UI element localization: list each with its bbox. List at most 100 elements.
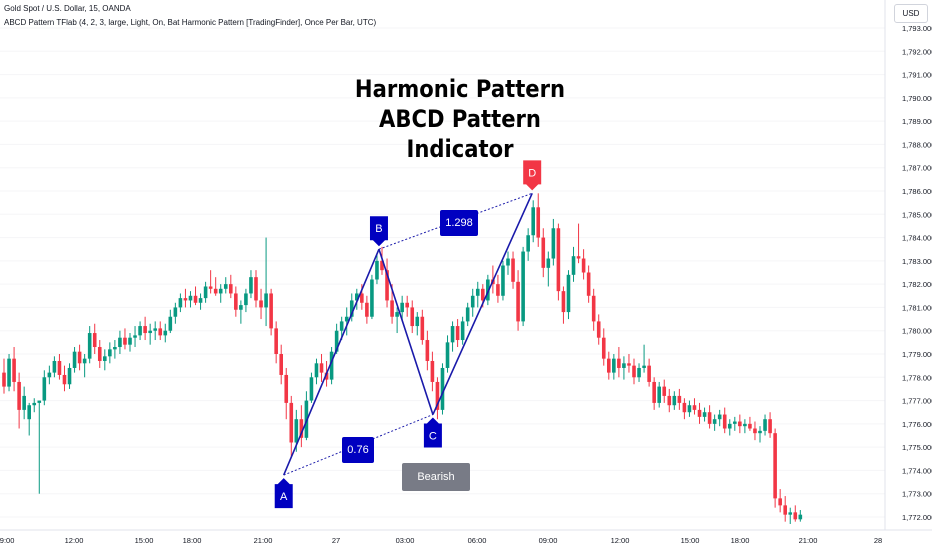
candle <box>52 356 57 378</box>
candle <box>450 321 455 352</box>
candle <box>470 288 475 317</box>
candle <box>47 365 52 385</box>
candle <box>647 358 651 387</box>
price-tick-label: 1,790.000 <box>902 94 932 103</box>
time-tick-label: 28 <box>874 536 882 545</box>
candle <box>607 351 611 380</box>
price-tick-label: 1,773.000 <box>902 490 932 499</box>
candle <box>309 372 314 403</box>
candle <box>274 321 278 364</box>
candle <box>601 328 606 366</box>
candle <box>541 228 546 278</box>
svg-text:D: D <box>528 167 536 179</box>
candle <box>591 288 596 331</box>
candle <box>193 286 198 306</box>
price-tick-label: 1,792.000 <box>902 47 932 56</box>
candle <box>435 377 440 420</box>
candle <box>123 328 127 350</box>
candle <box>501 260 505 301</box>
candle <box>385 258 389 308</box>
candle <box>213 277 218 296</box>
price-tick-label: 1,782.000 <box>902 280 932 289</box>
candle <box>687 400 692 417</box>
candle <box>496 274 500 303</box>
candle <box>798 510 803 522</box>
candle <box>793 505 798 522</box>
candle <box>249 270 253 299</box>
candle <box>415 312 420 336</box>
candle <box>622 356 626 380</box>
candle <box>97 340 102 368</box>
candle <box>405 295 409 317</box>
candle <box>546 251 551 287</box>
candle <box>576 223 581 264</box>
candle <box>143 316 147 341</box>
pattern-point-c: C <box>423 417 442 448</box>
candle <box>516 270 520 331</box>
candle <box>637 363 641 382</box>
candle <box>138 321 142 341</box>
price-tick-label: 1,784.000 <box>902 234 932 243</box>
candle <box>108 342 112 364</box>
candle <box>375 253 379 285</box>
candle <box>727 419 732 436</box>
candle <box>697 402 702 424</box>
candle <box>652 377 656 410</box>
time-tick-label: 06:00 <box>468 536 487 545</box>
candle <box>304 391 309 441</box>
symbol-title: Gold Spot / U.S. Dollar, 15, OANDA <box>4 4 131 13</box>
pattern-point-d: D <box>523 160 542 191</box>
candle <box>571 246 576 282</box>
candle <box>581 249 586 280</box>
candle <box>218 284 223 303</box>
pattern-point-b: B <box>369 216 388 247</box>
price-tick-label: 1,777.000 <box>902 397 932 406</box>
candle <box>445 335 450 373</box>
candle <box>188 291 193 308</box>
candle <box>511 251 515 289</box>
candle <box>430 351 435 392</box>
candle <box>259 288 263 320</box>
candle <box>692 398 697 415</box>
candle <box>37 400 42 494</box>
indicator-legend[interactable]: ABCD Pattern TFlab (4, 2, 3, large, Ligh… <box>4 18 377 27</box>
candle <box>612 354 616 380</box>
candle <box>42 370 47 406</box>
candle <box>722 407 727 434</box>
candle <box>72 347 77 373</box>
candle <box>702 407 707 422</box>
candle <box>440 363 445 415</box>
candle <box>783 496 787 522</box>
candle <box>486 274 490 306</box>
candle <box>87 326 92 364</box>
ratio-label-ac: 0.76 <box>342 437 374 463</box>
price-tick-label: 1,779.000 <box>902 350 932 359</box>
candle <box>561 286 566 324</box>
candle <box>420 309 425 345</box>
candle <box>758 426 762 443</box>
candle <box>254 270 258 308</box>
candle <box>158 321 163 341</box>
candle <box>365 295 369 324</box>
candle <box>163 323 168 343</box>
candle <box>395 307 399 334</box>
leg-bc <box>378 248 434 415</box>
candle <box>596 314 601 345</box>
currency-button[interactable]: USD <box>894 4 928 23</box>
candle <box>400 295 404 322</box>
candle <box>748 416 752 431</box>
candle <box>113 340 117 359</box>
pattern-name-label: Bearish ABCD <box>402 463 470 511</box>
candle <box>12 347 16 392</box>
candle <box>148 323 152 345</box>
candle <box>349 293 354 322</box>
candle <box>753 421 757 441</box>
leg-ab <box>282 248 380 476</box>
candle <box>617 347 621 378</box>
price-tick-label: 1,788.000 <box>902 140 932 149</box>
candle <box>455 319 460 348</box>
candle <box>223 277 228 294</box>
price-tick-label: 1,793.000 <box>902 24 932 33</box>
